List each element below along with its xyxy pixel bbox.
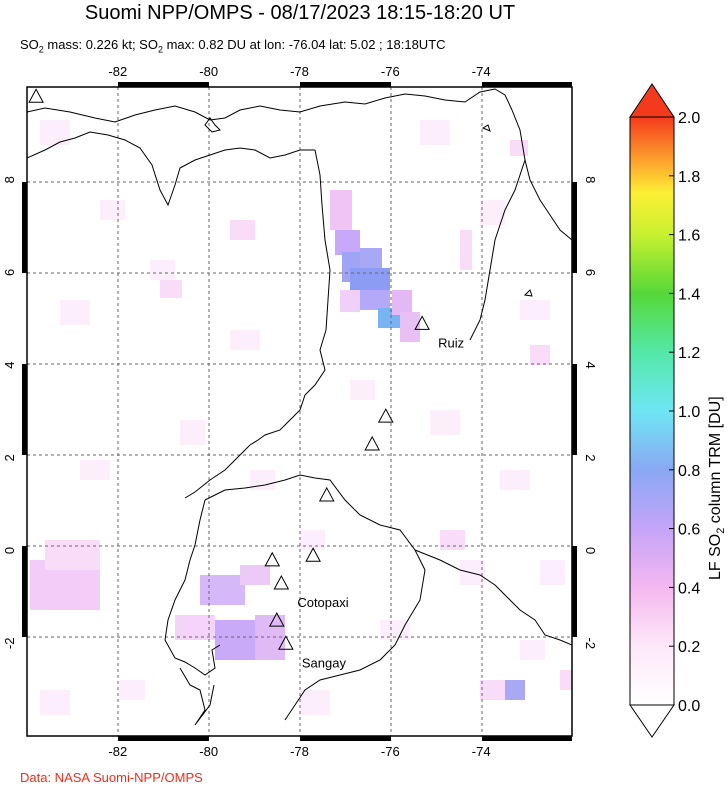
colorbar-tick-label: 0.4	[678, 580, 700, 597]
volcano-marker-icon	[273, 574, 290, 590]
colorbar-tick-label: 1.4	[678, 286, 700, 303]
colorbar-tick-label: 1.8	[678, 169, 700, 186]
lat-tick-label: 8	[2, 176, 17, 183]
lat-tick-label: 2	[2, 454, 17, 461]
data-credit: Data: NASA Suomi-NPP/OMPS	[20, 770, 203, 785]
lat-tick-label: 8	[583, 176, 598, 183]
lat-tick-label: 6	[2, 269, 17, 276]
colorbar-tick-label: 2.0	[678, 110, 700, 127]
lat-tick-label: -2	[2, 638, 17, 650]
volcano-label: Ruiz	[438, 335, 464, 350]
colorbar-tick-label: 0.2	[678, 639, 700, 656]
lat-tick-label: 6	[583, 269, 598, 276]
volcano-marker-icon	[268, 612, 285, 627]
page-title: Suomi NPP/OMPS - 08/17/2023 18:15-18:20 …	[84, 2, 516, 24]
lon-tick-label: -82	[108, 744, 127, 759]
subtitle: SO2 mass: 0.226 kt; SO2 max: 0.82 DU at …	[20, 37, 446, 55]
lon-tick-label: -80	[199, 64, 218, 79]
lat-tick-label: 0	[583, 547, 598, 554]
coastline	[27, 88, 572, 726]
volcano-marker-icon	[264, 551, 281, 567]
lat-tick-label: 0	[2, 547, 17, 554]
lat-tick-labels-right: -2 0 2 4 6 8	[583, 176, 598, 649]
lon-tick-label: -82	[108, 64, 127, 79]
so2-field	[30, 120, 572, 715]
lon-tick-label: -76	[381, 744, 400, 759]
colorbar-tick-label: 1.2	[678, 345, 700, 362]
colorbar-tick-label: 0.6	[678, 522, 700, 539]
lat-tick-label: -2	[583, 638, 598, 650]
volcano-marker-icon	[364, 435, 381, 451]
volcano-marker-icon	[318, 486, 335, 502]
volcano-label: Sangay	[302, 655, 347, 670]
colorbar-min-arrow	[629, 704, 675, 738]
lon-tick-label: -74	[472, 744, 491, 759]
volcano-label: Cotopaxi	[297, 595, 348, 610]
volcano-marker-icon	[305, 547, 321, 562]
lon-tick-label: -76	[381, 64, 400, 79]
volcano-marker-icon	[278, 635, 294, 650]
volcano-marker-icon	[414, 315, 430, 330]
lon-tick-label: -74	[472, 64, 491, 79]
axis-bars	[22, 82, 577, 741]
colorbar-max-arrow	[629, 83, 675, 118]
lat-tick-label: 2	[583, 454, 598, 461]
volcano-marker-icon	[377, 408, 394, 423]
lat-tick-labels-left: -2 0 2 4 6 8	[2, 176, 17, 649]
lon-tick-labels-bottom: -82 -80 -78 -76 -74	[108, 744, 490, 759]
grid	[27, 87, 572, 736]
colorbar-tick-label: 1.0	[678, 404, 700, 421]
volcano-markers: Ruiz Cotopaxi Sangay	[28, 88, 464, 670]
colorbar-tick-label: 0.0	[678, 698, 700, 715]
colorbar-tick-label: 1.6	[678, 228, 700, 245]
colorbar-title: LF SO2 column TRM [DU]	[707, 396, 727, 580]
colorbar: 0.0 0.2 0.4 0.6 0.8 1.0 1.2 1.4 1.6 1.8 2.0 LF SO2…	[629, 83, 727, 738]
colorbar-tick-label: 0.8	[678, 463, 700, 480]
lat-tick-label: 4	[2, 362, 17, 369]
lat-tick-label: 4	[583, 362, 598, 369]
volcano-marker-icon	[28, 88, 44, 103]
colorbar-tick-labels: 0.0 0.2 0.4 0.6 0.8 1.0 1.2 1.4 1.6 1.8 2.0	[669, 110, 700, 715]
lon-tick-label: -80	[199, 744, 218, 759]
colorbar-scale	[629, 116, 675, 706]
lon-tick-labels-top: -82 -80 -78 -76 -74	[108, 64, 490, 79]
lon-tick-label: -78	[290, 64, 309, 79]
lon-tick-label: -78	[290, 744, 309, 759]
